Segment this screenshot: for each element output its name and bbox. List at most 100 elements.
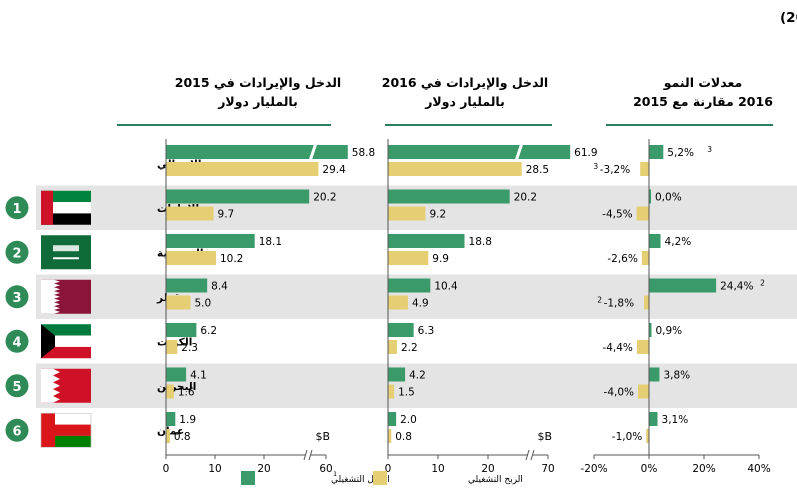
data-label: 2.0 (400, 414, 417, 426)
footnote-marker: 2 (597, 296, 602, 305)
legend-swatch-profit (373, 471, 387, 485)
bar-operating-income (166, 278, 208, 293)
bar-operating-income (388, 189, 510, 204)
flag-part (41, 435, 91, 448)
data-label: 10.2 (220, 253, 243, 265)
data-label: 29.4 (322, 164, 346, 176)
data-label: 1.9 (179, 414, 196, 426)
flag-qatar (41, 279, 91, 314)
footnote-marker: 3 (593, 162, 598, 171)
panel-headings: الدخل والإيرادات في 2015 بالمليار دولار ال… (117, 75, 773, 126)
flag-part (41, 346, 91, 359)
row-number: 5 (12, 380, 21, 395)
data-label: 4.9 (412, 298, 429, 310)
data-label: 28.5 (526, 164, 549, 176)
row-band (36, 363, 797, 408)
x-tick-label: 60 (319, 463, 332, 475)
row-number-badge (5, 240, 29, 264)
bar-operating-profit (640, 162, 649, 176)
data-label: 0.8 (395, 431, 412, 443)
axis-break-mark (525, 449, 530, 461)
data-label: 58.8 (352, 147, 375, 159)
data-label: 18.8 (469, 236, 492, 248)
bar-operating-profit (636, 340, 649, 354)
data-label: 10.4 (434, 281, 458, 293)
data-label: 9.9 (432, 253, 449, 265)
panel-3: 5,2% 30,0%4,2%24,4% 20,9%3,8%3,1%-3,2%3-4,… (580, 139, 771, 475)
flag-border (40, 412, 92, 448)
unit-label: $B (537, 430, 552, 443)
flag-part (41, 413, 55, 448)
bar-operating-income (649, 145, 664, 159)
flag-part (41, 235, 91, 270)
data-label: 0.8 (174, 431, 191, 443)
row-number-badge (5, 329, 29, 353)
panel-heading-line2: بالمليار دولار (424, 94, 505, 109)
flag-saudi (41, 235, 91, 270)
bar-operating-profit (388, 340, 397, 354)
flag-serration (53, 368, 60, 403)
data-label: 4,2% (665, 236, 692, 248)
bar-operating-profit (388, 162, 522, 176)
bar-operating-profit (388, 206, 426, 221)
chart-title: مؤشرات القطاع المصرفي: الإيرادات والأربا… (780, 9, 797, 26)
panel-1: 58.8 20.2 18.1 8.4 6.2 4.1 1.9 29.4 9.7 10.2 5.0 2.… (163, 139, 375, 475)
bar-operating-profit (388, 384, 395, 399)
flag-sword (53, 257, 79, 260)
flag-script (53, 245, 79, 252)
row-number-badge (5, 196, 29, 220)
data-label: -4,5% (602, 209, 632, 221)
bar-operating-profit (388, 295, 408, 310)
row-number-badge (5, 418, 29, 442)
flag-trapezoid (41, 324, 55, 359)
flag-part (41, 202, 91, 214)
axis-break-mark (514, 142, 524, 162)
data-label: 20.2 (514, 192, 537, 204)
x-tick-label: 10 (208, 463, 221, 475)
data-label: 20.2 (313, 192, 336, 204)
axis-break-gap (527, 452, 533, 458)
data-label: 3,1% (662, 414, 689, 426)
x-tick-label: 40% (747, 463, 770, 475)
footnote-marker: 1 (333, 470, 337, 478)
flag-uae (41, 190, 91, 225)
bar-operating-profit (166, 384, 174, 399)
bar-operating-income (388, 145, 571, 159)
data-label: 4.2 (409, 370, 426, 382)
footnote-marker: 3 (707, 145, 712, 154)
bar-operating-income (388, 412, 397, 426)
bar-operating-profit (166, 295, 191, 310)
data-label: 9.7 (218, 209, 235, 221)
bar-operating-income (649, 234, 661, 248)
bar-operating-income (166, 234, 255, 248)
x-tick-label: 0 (385, 463, 392, 475)
flag-part (41, 413, 91, 425)
data-label: 6.3 (418, 325, 435, 337)
panels: 58.8 20.2 18.1 8.4 6.2 4.1 1.9 29.4 9.7 10.2 5.0 2.… (163, 139, 771, 475)
bar-operating-profit (641, 251, 649, 265)
flag-kuwait (41, 324, 91, 359)
data-label: 1.5 (398, 387, 415, 399)
axis-break-gap (305, 452, 311, 458)
data-label: 1.6 (178, 387, 195, 399)
row-number: 4 (12, 335, 21, 350)
flag-part (41, 213, 91, 225)
flag-part (41, 190, 53, 225)
data-label: -4,4% (602, 342, 632, 354)
flag-part (41, 190, 91, 203)
row-labels: الإجماليالإمارات1السعودية2قطر3الكويت4الب… (5, 158, 203, 448)
bar-operating-income (388, 278, 431, 293)
bar-operating-income (649, 189, 651, 204)
data-label: 6.2 (200, 325, 217, 337)
x-tick-label: 20 (481, 463, 494, 475)
x-tick-label: 70 (541, 463, 554, 475)
row-number-badge (5, 374, 29, 398)
legend-swatch-income (241, 471, 255, 485)
flag-part (41, 335, 91, 347)
data-label: -1,8% (604, 298, 634, 310)
row-number: 3 (12, 291, 21, 306)
unit-label: $B (315, 430, 330, 443)
panel-heading-line2: بالمليار دولار (217, 94, 298, 109)
